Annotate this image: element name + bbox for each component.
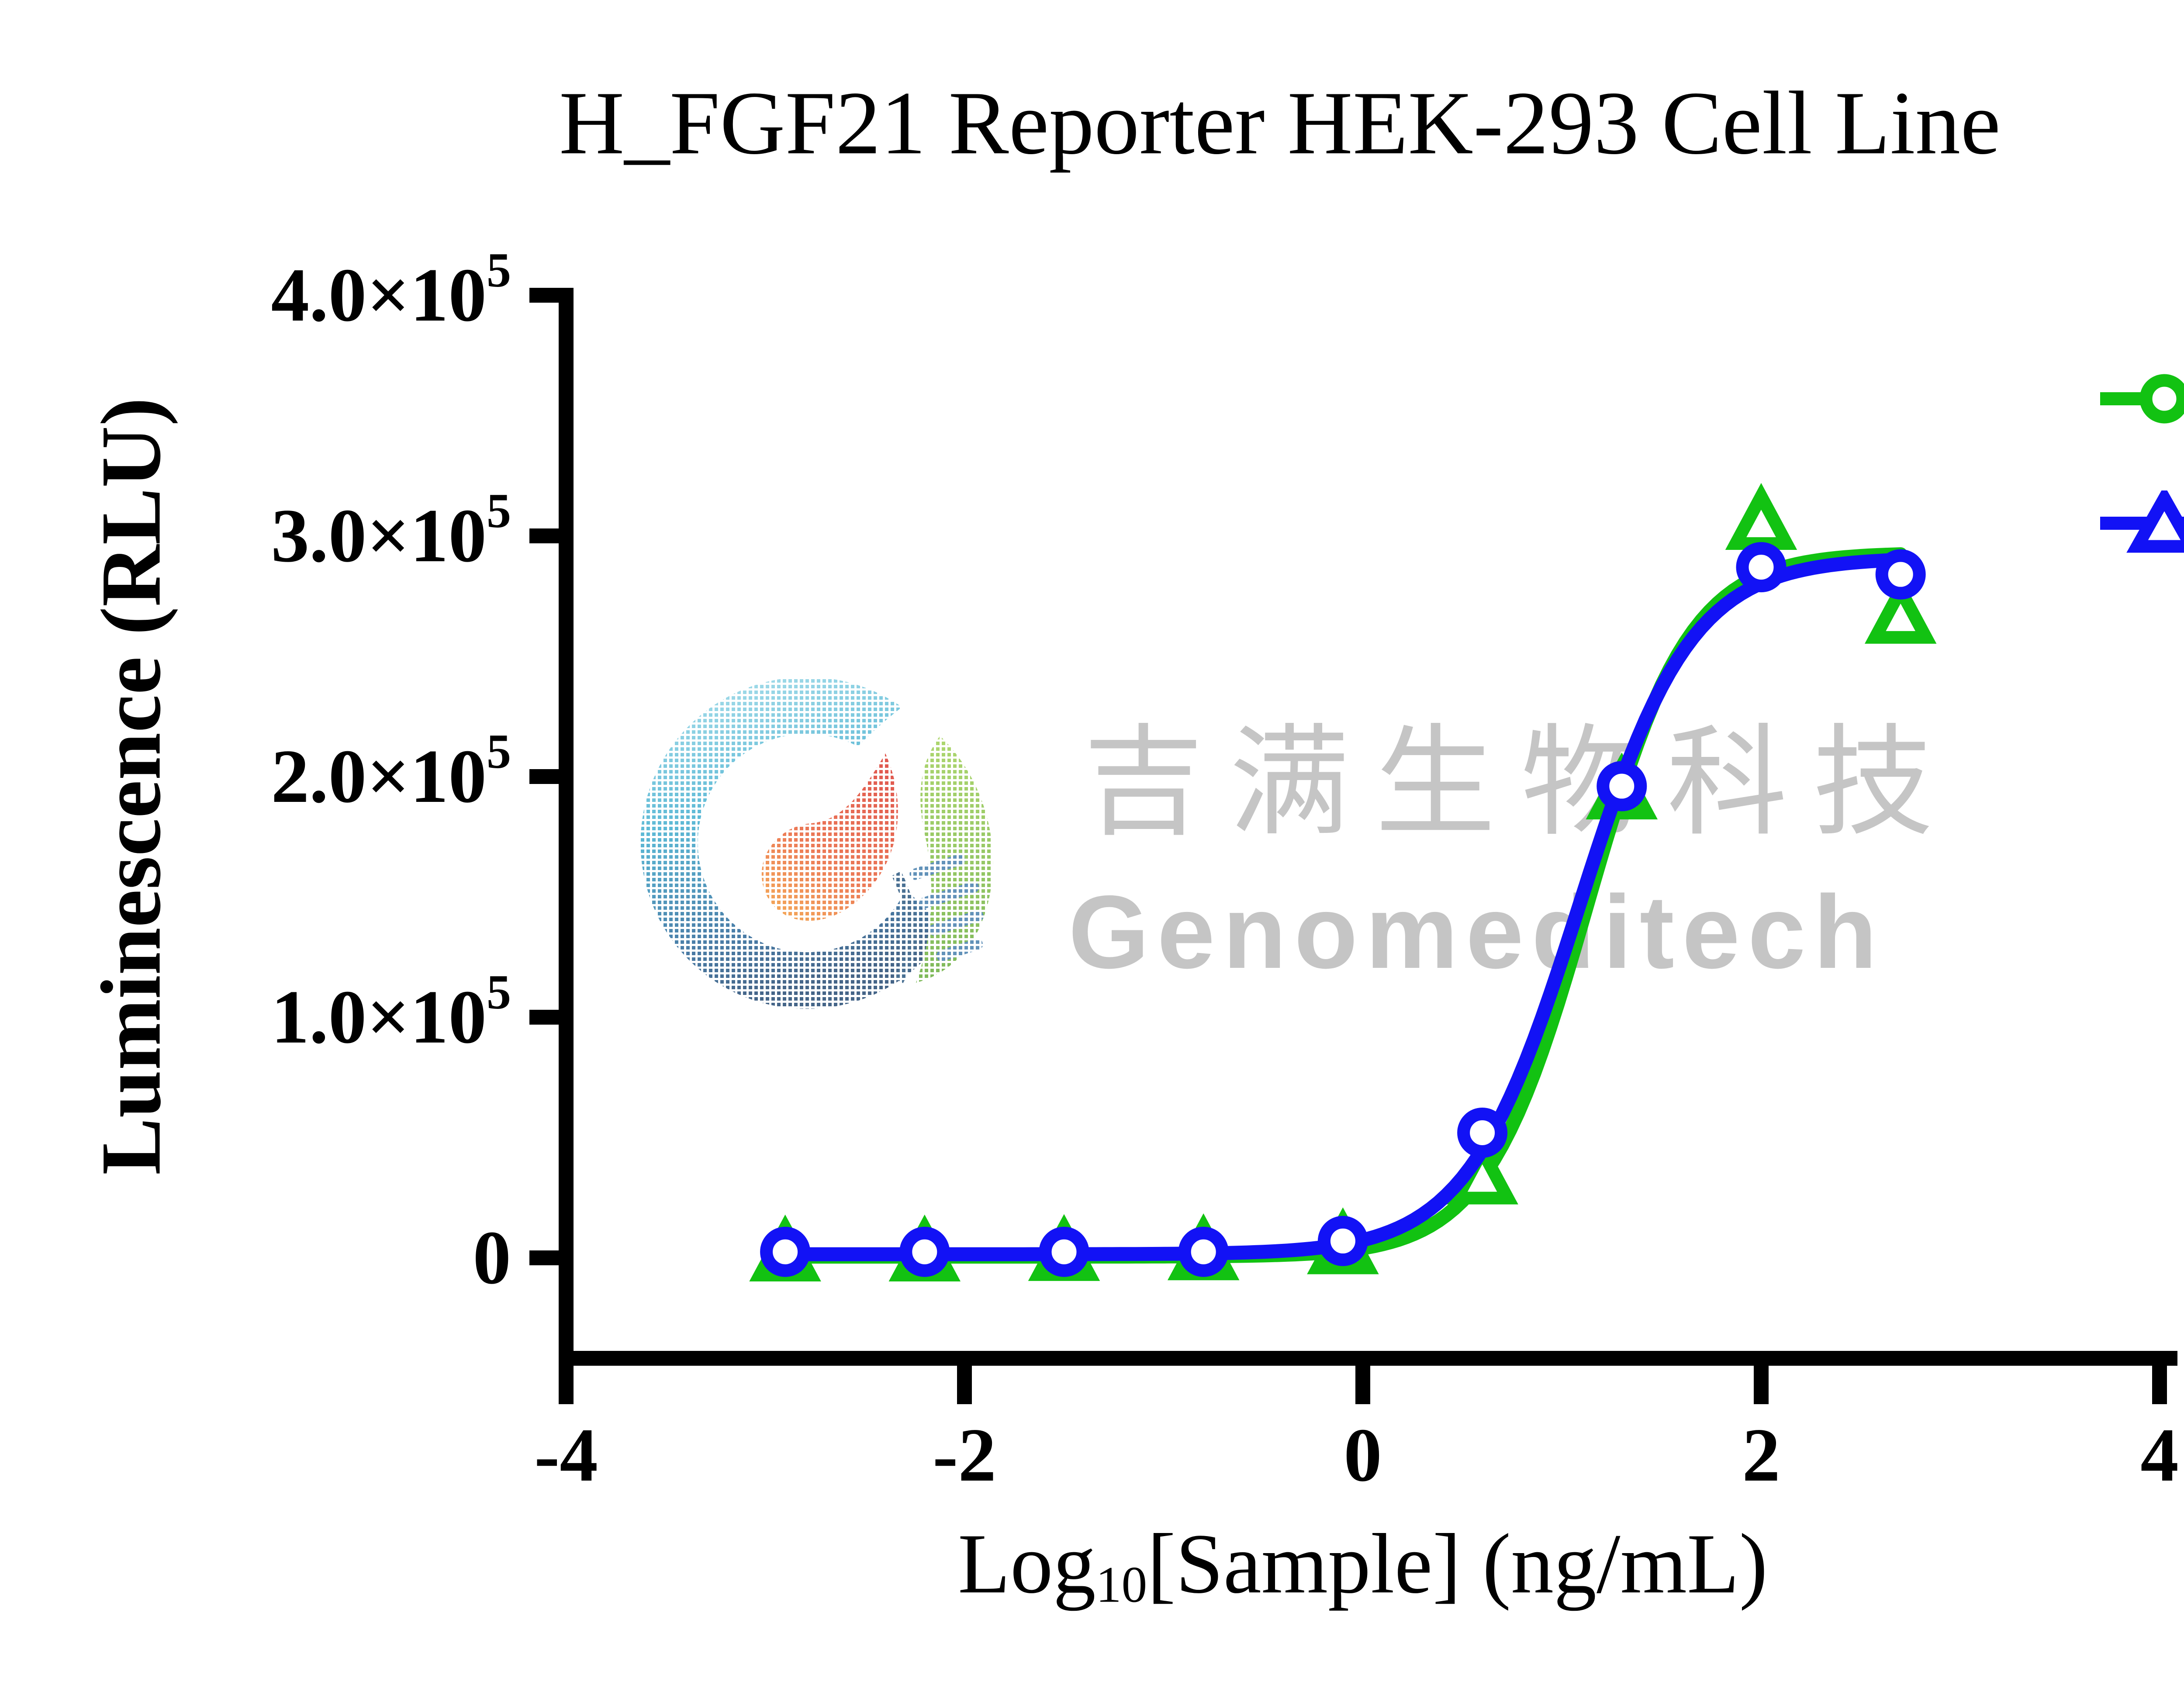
data-point-circle <box>760 1226 811 1277</box>
data-point-circle <box>1457 1107 1508 1158</box>
data-point-circle <box>1317 1215 1368 1266</box>
y-tick-label: 2.0×105 <box>271 725 511 818</box>
x-axis-title-pre: Log <box>958 1516 1096 1611</box>
watermark-cn-text: 吉满生物科技 <box>1083 713 1959 853</box>
data-point-circle <box>1039 1226 1089 1277</box>
legend-triangle-marker-icon <box>2100 490 2184 553</box>
y-tick-label: 0 <box>473 1215 511 1300</box>
x-tick-label: 0 <box>1344 1412 1382 1497</box>
x-tick <box>559 1366 574 1404</box>
y-axis-line <box>559 288 574 1366</box>
x-axis-title-post: [Sample] (ng/mL) <box>1147 1516 1768 1611</box>
x-axis-line <box>559 1351 2177 1366</box>
chart-title: H_FGF21 Reporter HEK-293 Cell Line <box>559 73 2001 173</box>
data-point-triangle <box>1725 483 1797 550</box>
y-tick <box>529 288 559 303</box>
logo-dna-strand-icon <box>892 871 917 983</box>
x-axis-title-sub: 10 <box>1095 1556 1147 1613</box>
data-point-circle <box>899 1226 950 1277</box>
y-tick <box>529 1010 559 1025</box>
x-tick <box>1754 1366 1769 1404</box>
legend-circle-marker-icon <box>2100 374 2184 424</box>
x-tick-label: 4 <box>2140 1412 2179 1497</box>
curve-fgfa <box>778 552 1908 1261</box>
data-point-circle <box>1597 761 1647 811</box>
y-tick <box>529 769 559 784</box>
x-tick-label: -2 <box>933 1412 996 1497</box>
logo-swirl-blue <box>640 677 947 1009</box>
y-tick <box>529 528 559 543</box>
legend-triangle-glyph <box>2126 490 2184 553</box>
data-point-circle <box>1736 542 1787 593</box>
data-point-circle <box>1178 1226 1229 1277</box>
y-tick-label: 1.0×105 <box>271 965 511 1059</box>
logo-dna-rungs-icon <box>909 854 984 962</box>
legend-circle-glyph <box>2139 374 2184 424</box>
data-point-circle <box>1875 549 1926 600</box>
x-tick <box>1355 1366 1370 1404</box>
genomeditech-logo-icon <box>640 677 993 1009</box>
x-tick <box>957 1366 972 1404</box>
y-axis-title: Luminescence (RLU) <box>83 397 179 1175</box>
data-point-triangle <box>1864 577 1937 644</box>
x-tick-label: 2 <box>1742 1412 1780 1497</box>
y-tick <box>529 1250 559 1265</box>
y-tick-label: 4.0×105 <box>271 243 511 337</box>
curve-fgfb <box>778 547 1908 1264</box>
x-tick-label: -4 <box>534 1412 598 1497</box>
logo-drop-red <box>761 753 898 921</box>
x-tick <box>2152 1366 2167 1404</box>
watermark-en-text: Genomeditech <box>1068 874 1885 990</box>
y-tick-label: 3.0×105 <box>271 484 511 578</box>
x-axis-title: Log10[Sample] (ng/mL) <box>958 1515 1768 1615</box>
